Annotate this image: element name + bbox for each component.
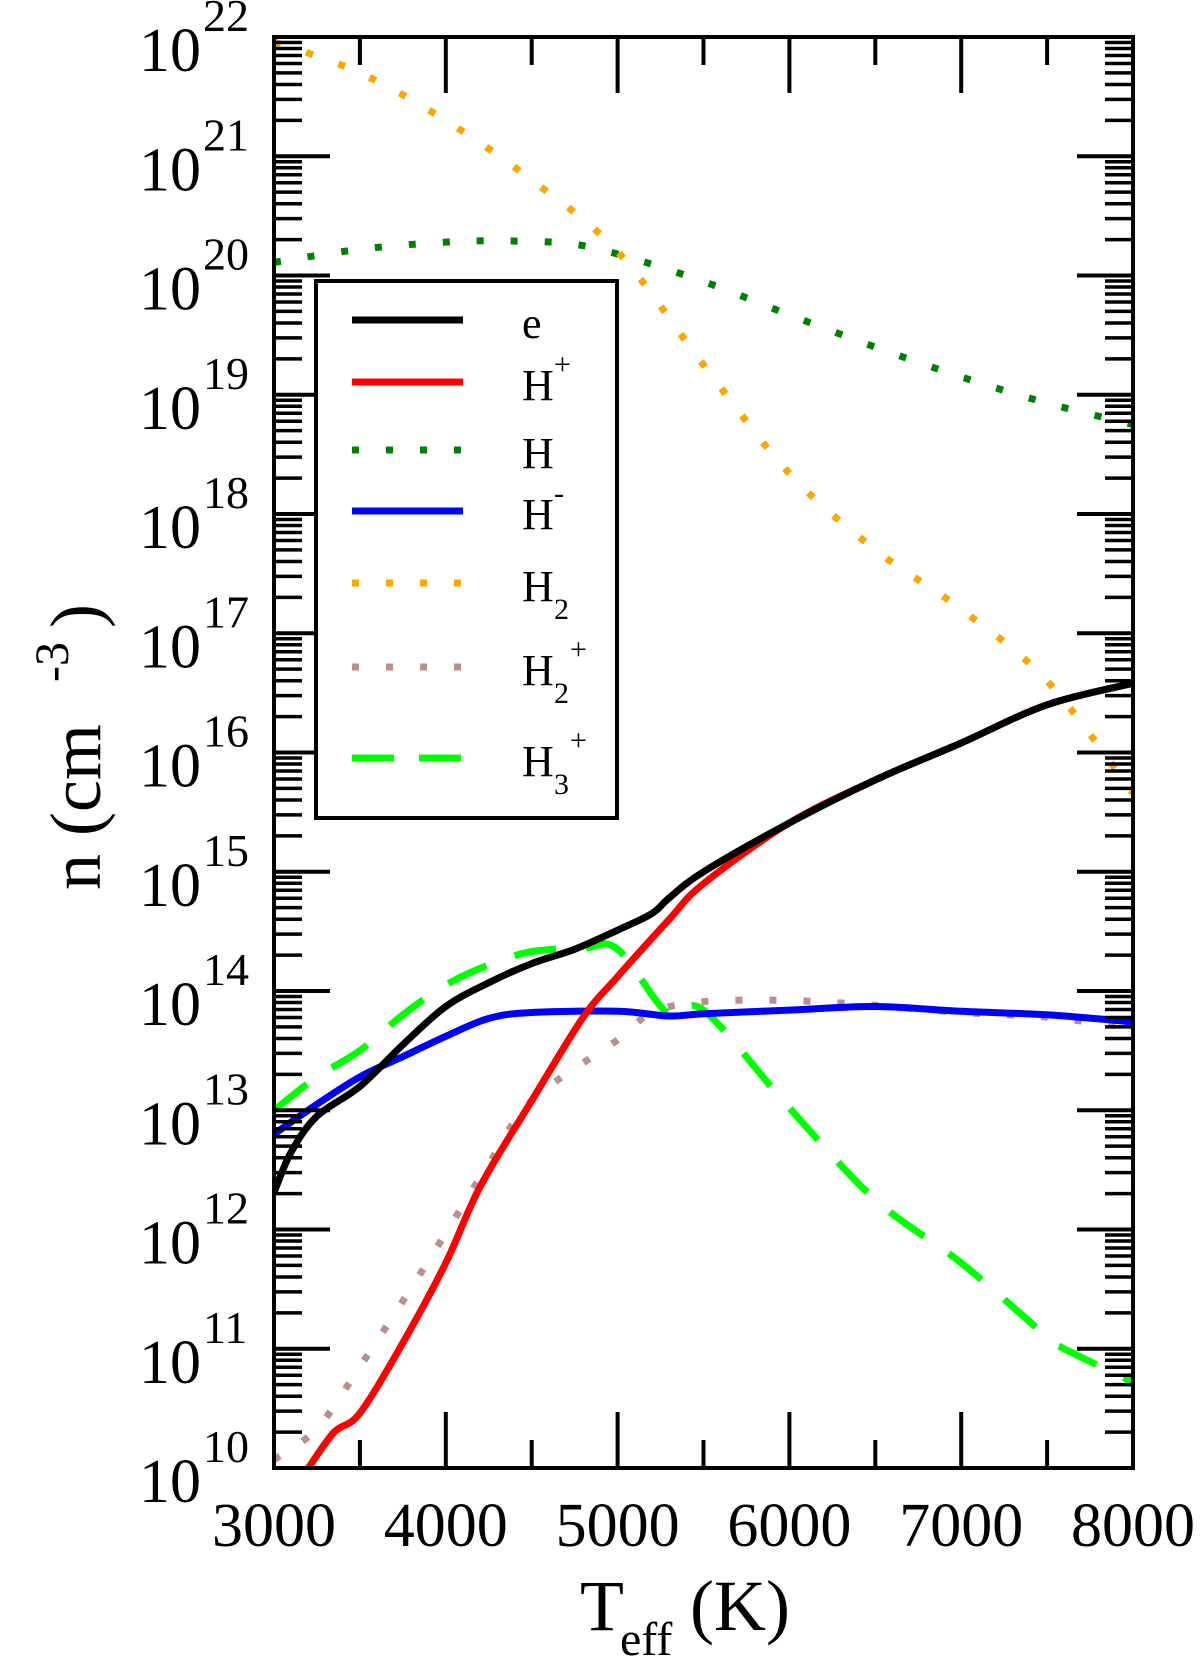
svg-text:11: 11 xyxy=(203,1302,247,1353)
svg-text:10: 10 xyxy=(139,1448,201,1516)
svg-text:-3: -3 xyxy=(26,642,79,682)
svg-text:10: 10 xyxy=(139,852,201,920)
svg-text:10: 10 xyxy=(139,375,201,443)
svg-text:10: 10 xyxy=(139,971,201,1039)
svg-text:+: + xyxy=(570,633,587,666)
svg-text:+: + xyxy=(570,724,587,757)
svg-text:H: H xyxy=(522,361,554,410)
svg-text:10: 10 xyxy=(139,733,201,801)
legend-box xyxy=(314,279,619,820)
svg-text:19: 19 xyxy=(203,348,249,399)
series-h3plus xyxy=(274,940,1133,1386)
series-hminus xyxy=(274,1002,1133,1138)
y-axis-title: n (cm -3) xyxy=(26,604,116,890)
legend-label: e xyxy=(522,299,542,348)
svg-text:10: 10 xyxy=(203,1421,249,1472)
svg-text:21: 21 xyxy=(203,109,249,160)
x-tick-label: 5000 xyxy=(556,1492,680,1560)
series-layer xyxy=(274,38,1133,1468)
svg-text:17: 17 xyxy=(203,586,249,637)
legend-label: H- xyxy=(522,477,564,539)
svg-text:(K): (K) xyxy=(690,1566,790,1646)
x-axis-ticks: 3000 4000 5000 6000 7000 8000 xyxy=(212,37,1195,1560)
x-tick-label: 6000 xyxy=(727,1492,851,1560)
svg-text:-: - xyxy=(554,477,564,510)
x-tick-label: 4000 xyxy=(384,1492,508,1560)
svg-text:18: 18 xyxy=(203,467,249,518)
series-h2plus xyxy=(274,996,1133,1463)
svg-text:): ) xyxy=(36,604,116,628)
svg-text:+: + xyxy=(554,348,571,381)
svg-text:10: 10 xyxy=(139,1329,201,1397)
svg-text:10: 10 xyxy=(139,494,201,562)
svg-text:2: 2 xyxy=(554,677,569,710)
svg-text:20: 20 xyxy=(203,229,249,280)
legend: eH +HH -H 2H 2+H 3+ xyxy=(314,279,619,820)
series-h xyxy=(274,237,1133,428)
svg-text:16: 16 xyxy=(203,706,249,757)
svg-text:eff: eff xyxy=(620,1613,672,1661)
svg-text:12: 12 xyxy=(203,1183,249,1234)
legend-label: H + xyxy=(522,348,571,410)
svg-text:H: H xyxy=(522,429,554,478)
svg-text:10: 10 xyxy=(139,17,201,85)
svg-text:H: H xyxy=(522,646,554,695)
svg-text:H: H xyxy=(522,562,554,611)
legend-label: H 2+ xyxy=(522,633,587,710)
svg-text:n (cm: n (cm xyxy=(36,724,116,890)
svg-text:15: 15 xyxy=(203,825,249,876)
x-tick-label: 8000 xyxy=(1071,1492,1195,1560)
svg-text:3: 3 xyxy=(554,768,569,801)
legend-label: H 3+ xyxy=(522,724,587,801)
svg-text:10: 10 xyxy=(139,613,201,681)
y-axis-ticks: 1010101110121013101410151016101710181019… xyxy=(139,0,1133,1516)
svg-text:H: H xyxy=(522,490,554,539)
svg-text:10: 10 xyxy=(139,1210,201,1278)
svg-text:10: 10 xyxy=(139,136,201,204)
svg-text:10: 10 xyxy=(139,1090,201,1158)
svg-text:10: 10 xyxy=(139,256,201,324)
svg-text:13: 13 xyxy=(203,1063,249,1114)
x-tick-label: 7000 xyxy=(899,1492,1023,1560)
legend-label: H xyxy=(522,429,554,478)
svg-text:2: 2 xyxy=(554,593,569,626)
svg-text:22: 22 xyxy=(203,0,249,41)
svg-text:T: T xyxy=(580,1566,624,1646)
x-tick-label: 3000 xyxy=(212,1492,336,1560)
series-e xyxy=(274,679,1133,1196)
svg-text:H: H xyxy=(522,737,554,786)
svg-text:e: e xyxy=(522,299,542,348)
svg-text:14: 14 xyxy=(203,944,249,995)
